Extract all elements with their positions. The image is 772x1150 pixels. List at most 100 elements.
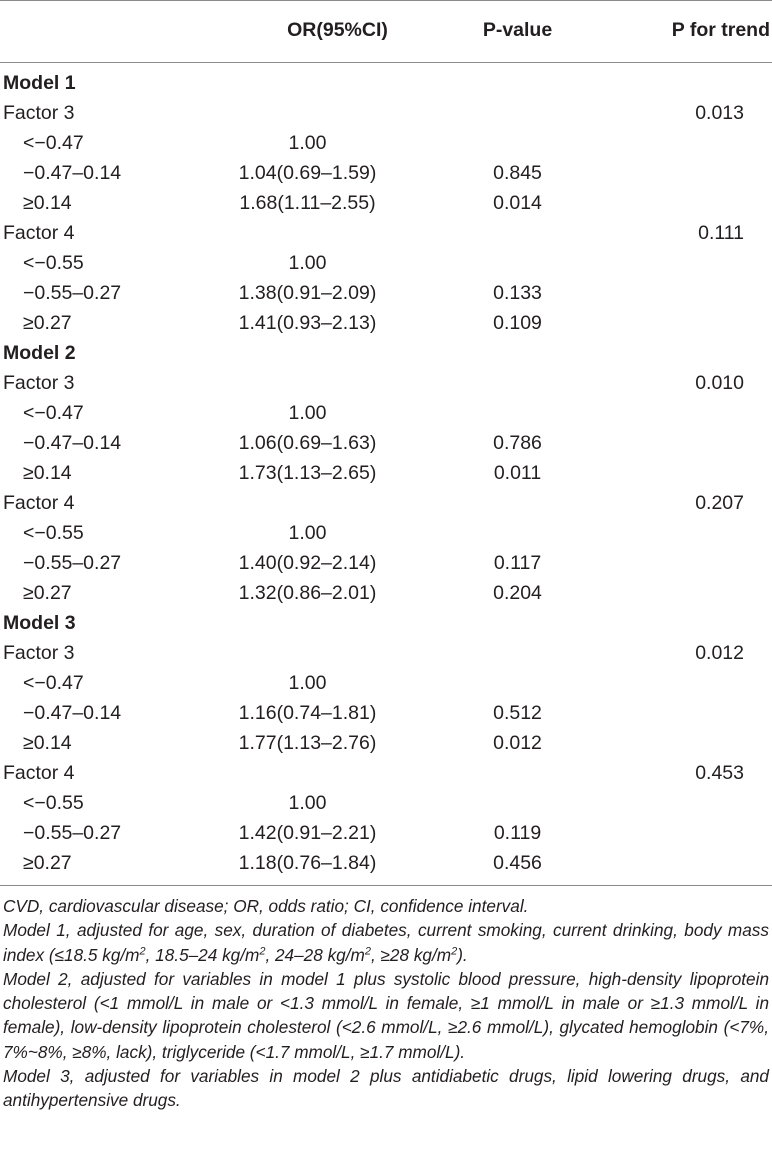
superscript: 2 <box>259 944 266 957</box>
p-value-cell: 0.117 <box>493 552 542 574</box>
table-row: ≥0.27 1.41(0.93–2.13) 0.109 <box>0 308 772 338</box>
footnote-model-1-text-d: , ≥28 kg/m <box>370 944 452 965</box>
p-value-cell: 0.119 <box>493 822 542 844</box>
or-cell: 1.04(0.69–1.59) <box>238 162 377 184</box>
row-label: −0.55–0.27 <box>23 822 122 844</box>
or-cell: 1.00 <box>288 132 327 154</box>
row-label: Factor 4 <box>3 222 75 244</box>
or-cell: 1.40(0.92–2.14) <box>238 552 377 574</box>
header-p-for-trend: P for trend <box>671 19 770 41</box>
table-row: ≥0.14 1.68(1.11–2.55) 0.014 <box>0 188 772 218</box>
or-cell: 1.00 <box>288 252 327 274</box>
row-label: Factor 3 <box>3 372 75 394</box>
row-label: −0.47–0.14 <box>23 702 122 724</box>
p-value-cell: 0.133 <box>493 282 542 304</box>
row-label: ≥0.27 <box>23 312 72 334</box>
or-cell: 1.00 <box>288 792 327 814</box>
row-label: Factor 4 <box>3 762 75 784</box>
table-top-rule <box>0 0 772 1</box>
p-value-cell: 0.109 <box>493 312 542 334</box>
table-row: ≥0.27 1.32(0.86–2.01) 0.204 <box>0 578 772 608</box>
footnote-model-1: Model 1, adjusted for age, sex, duration… <box>3 918 769 967</box>
table-bottom-rule <box>0 885 772 886</box>
or-cell: 1.77(1.13–2.76) <box>238 732 377 754</box>
footnote-model-1-text-b: , 18.5–24 kg/m <box>145 944 260 965</box>
or-cell: 1.16(0.74–1.81) <box>238 702 377 724</box>
table-row: Model 1 <box>0 68 772 98</box>
row-label: ≥0.14 <box>23 192 72 214</box>
table-row: Factor 3 0.012 <box>0 638 772 668</box>
table-row: <−0.55 1.00 <box>0 248 772 278</box>
table-row: <−0.55 1.00 <box>0 788 772 818</box>
footnote-model-1-text-a: Model 1, adjusted for age, sex, duration… <box>3 920 769 965</box>
header-p-value: P-value <box>482 19 553 41</box>
table-body: Model 1 Factor 3 0.013 <−0.47 1.00 −0.47–0.14… <box>0 68 772 878</box>
or-cell: 1.00 <box>288 672 327 694</box>
p-trend-cell: 0.453 <box>695 762 744 784</box>
table-row: −0.55–0.27 1.42(0.91–2.21) 0.119 <box>0 818 772 848</box>
or-cell: 1.38(0.91–2.09) <box>238 282 377 304</box>
row-label: ≥0.27 <box>23 582 72 604</box>
table-footnotes: CVD, cardiovascular disease; OR, odds ra… <box>3 894 769 1113</box>
or-cell: 1.00 <box>288 402 327 424</box>
row-label: <−0.55 <box>23 792 84 814</box>
row-label: Model 1 <box>3 72 76 94</box>
p-value-cell: 0.014 <box>493 192 542 214</box>
p-trend-cell: 0.012 <box>695 642 744 664</box>
row-label: <−0.55 <box>23 252 84 274</box>
p-value-cell: 0.845 <box>493 162 542 184</box>
p-trend-cell: 0.010 <box>695 372 744 394</box>
row-label: <−0.47 <box>23 672 84 694</box>
or-cell: 1.00 <box>288 522 327 544</box>
table-row: Factor 3 0.010 <box>0 368 772 398</box>
row-label: −0.47–0.14 <box>23 162 122 184</box>
header-or-95ci: OR(95%CI) <box>287 19 388 41</box>
or-cell: 1.73(1.13–2.65) <box>238 462 377 484</box>
row-label: ≥0.14 <box>23 732 72 754</box>
footnote-model-1-text-c: , 24–28 kg/m <box>265 944 365 965</box>
table-row: <−0.47 1.00 <box>0 398 772 428</box>
or-cell: 1.42(0.91–2.21) <box>238 822 377 844</box>
p-value-cell: 0.204 <box>493 582 542 604</box>
table-row: <−0.55 1.00 <box>0 518 772 548</box>
table-row: −0.47–0.14 1.06(0.69–1.63) 0.786 <box>0 428 772 458</box>
footnote-model-3: Model 3, adjusted for variables in model… <box>3 1066 769 1111</box>
table-row: Factor 4 0.111 <box>0 218 772 248</box>
row-label: <−0.55 <box>23 522 84 544</box>
p-trend-cell: 0.111 <box>698 222 744 244</box>
footnote-abbreviations: CVD, cardiovascular disease; OR, odds ra… <box>3 896 529 916</box>
p-trend-cell: 0.207 <box>695 492 744 514</box>
table-row: <−0.47 1.00 <box>0 668 772 698</box>
row-label: Factor 3 <box>3 642 75 664</box>
table-row: −0.55–0.27 1.38(0.91–2.09) 0.133 <box>0 278 772 308</box>
p-value-cell: 0.012 <box>493 732 542 754</box>
table-row: −0.47–0.14 1.04(0.69–1.59) 0.845 <box>0 158 772 188</box>
superscript: 2 <box>451 944 458 957</box>
header-rule <box>0 62 772 63</box>
row-label: Factor 3 <box>3 102 75 124</box>
table-row: ≥0.27 1.18(0.76–1.84) 0.456 <box>0 848 772 878</box>
row-label: Model 2 <box>3 342 76 364</box>
table-row: Model 3 <box>0 608 772 638</box>
or-cell: 1.68(1.11–2.55) <box>239 192 376 214</box>
p-trend-cell: 0.013 <box>695 102 744 124</box>
row-label: <−0.47 <box>23 402 84 424</box>
table-row: ≥0.14 1.73(1.13–2.65) 0.011 <box>0 458 772 488</box>
table-row: −0.55–0.27 1.40(0.92–2.14) 0.117 <box>0 548 772 578</box>
row-label: −0.55–0.27 <box>23 282 122 304</box>
or-cell: 1.06(0.69–1.63) <box>238 432 377 454</box>
table-row: Factor 3 0.013 <box>0 98 772 128</box>
p-value-cell: 0.456 <box>493 852 542 874</box>
table-row: <−0.47 1.00 <box>0 128 772 158</box>
table-row: ≥0.14 1.77(1.13–2.76) 0.012 <box>0 728 772 758</box>
row-label: ≥0.27 <box>23 852 72 874</box>
p-value-cell: 0.011 <box>493 462 542 484</box>
table-row: Factor 4 0.453 <box>0 758 772 788</box>
or-cell: 1.41(0.93–2.13) <box>238 312 377 334</box>
row-label: Model 3 <box>3 612 76 634</box>
p-value-cell: 0.786 <box>493 432 542 454</box>
table-row: Factor 4 0.207 <box>0 488 772 518</box>
row-label: <−0.47 <box>23 132 84 154</box>
row-label: −0.55–0.27 <box>23 552 122 574</box>
